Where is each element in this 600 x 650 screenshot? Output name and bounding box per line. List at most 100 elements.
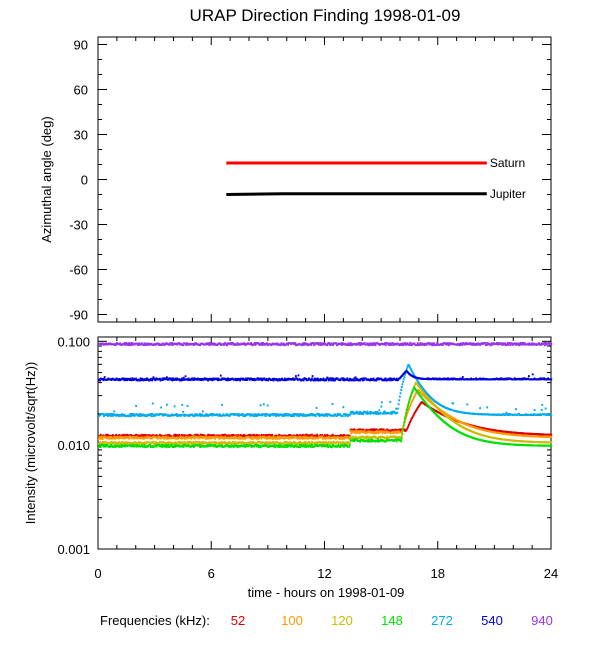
data-point xyxy=(265,379,268,382)
data-point xyxy=(396,432,399,435)
data-point xyxy=(365,428,368,431)
data-point xyxy=(154,379,157,382)
data-point xyxy=(180,379,182,382)
data-point xyxy=(407,425,410,428)
data-point xyxy=(151,437,154,440)
data-point xyxy=(126,343,128,346)
data-point xyxy=(267,437,270,440)
data-point xyxy=(278,378,281,381)
data-point xyxy=(349,378,352,381)
data-point xyxy=(210,434,213,437)
data-point xyxy=(257,414,259,417)
data-point xyxy=(193,378,195,381)
data-point xyxy=(391,379,394,381)
data-point xyxy=(321,434,324,437)
data-point xyxy=(109,444,112,447)
data-point xyxy=(107,437,110,440)
data-point xyxy=(400,343,403,346)
data-point xyxy=(383,343,386,346)
data-point xyxy=(363,342,366,344)
data-point xyxy=(154,414,157,417)
data-point xyxy=(385,437,388,440)
data-point xyxy=(275,436,277,439)
data-point xyxy=(201,413,204,416)
data-point xyxy=(404,342,406,345)
data-point xyxy=(322,379,324,381)
data-point xyxy=(260,379,263,382)
data-point xyxy=(544,407,547,410)
data-point xyxy=(485,413,488,416)
data-point xyxy=(171,379,173,382)
x-tick-label: 12 xyxy=(317,566,331,581)
data-point xyxy=(214,437,216,440)
data-point xyxy=(356,410,358,413)
data-point xyxy=(398,436,401,439)
data-point xyxy=(331,378,333,381)
data-point xyxy=(227,441,229,444)
data-point xyxy=(350,412,353,415)
data-point xyxy=(249,433,252,436)
data-point xyxy=(253,342,256,344)
data-point xyxy=(254,413,257,416)
data-point xyxy=(357,411,360,414)
data-point xyxy=(402,380,404,383)
data-point xyxy=(328,342,331,345)
data-point xyxy=(123,342,126,344)
data-point xyxy=(353,430,356,433)
data-point xyxy=(260,437,263,440)
data-point xyxy=(209,436,211,439)
data-point xyxy=(241,378,244,381)
data-point xyxy=(359,344,361,347)
data-point xyxy=(390,377,392,380)
data-point xyxy=(306,443,309,446)
data-point xyxy=(100,435,103,438)
data-point xyxy=(400,440,403,443)
data-point xyxy=(408,406,411,409)
data-point xyxy=(266,342,268,345)
data-point xyxy=(282,342,285,345)
data-point xyxy=(141,377,144,380)
data-point xyxy=(155,444,157,447)
data-point xyxy=(309,414,312,417)
data-point xyxy=(543,377,546,380)
data-point xyxy=(259,414,261,417)
data-point xyxy=(291,414,294,417)
data-point xyxy=(123,377,125,380)
azimuth-y-tick-label: 30 xyxy=(74,128,88,143)
data-point xyxy=(298,436,300,439)
data-point xyxy=(199,413,202,416)
data-point xyxy=(550,435,553,438)
data-point xyxy=(390,432,393,435)
data-point xyxy=(171,344,174,346)
data-point xyxy=(315,406,318,409)
data-point xyxy=(209,414,212,417)
data-point xyxy=(137,434,139,437)
data-point xyxy=(435,344,438,346)
data-point xyxy=(366,342,369,345)
data-point xyxy=(250,342,252,344)
data-point xyxy=(251,379,254,382)
data-point xyxy=(287,445,290,448)
data-point xyxy=(372,342,374,345)
data-point xyxy=(289,435,291,438)
data-point xyxy=(406,343,408,346)
data-point xyxy=(341,343,343,346)
data-point xyxy=(309,343,311,346)
data-point xyxy=(133,443,136,446)
data-point xyxy=(250,446,253,449)
data-point xyxy=(294,342,297,345)
data-point xyxy=(375,430,378,433)
data-point xyxy=(114,446,117,449)
data-point xyxy=(142,344,145,347)
data-point xyxy=(410,393,413,396)
data-point xyxy=(212,342,215,345)
data-point xyxy=(281,377,284,380)
data-point xyxy=(334,444,336,447)
data-point xyxy=(103,376,106,379)
data-point xyxy=(273,444,276,447)
data-point xyxy=(348,414,351,417)
data-point xyxy=(209,442,211,445)
data-point xyxy=(361,438,363,441)
data-point xyxy=(251,435,254,438)
data-point xyxy=(416,379,419,382)
